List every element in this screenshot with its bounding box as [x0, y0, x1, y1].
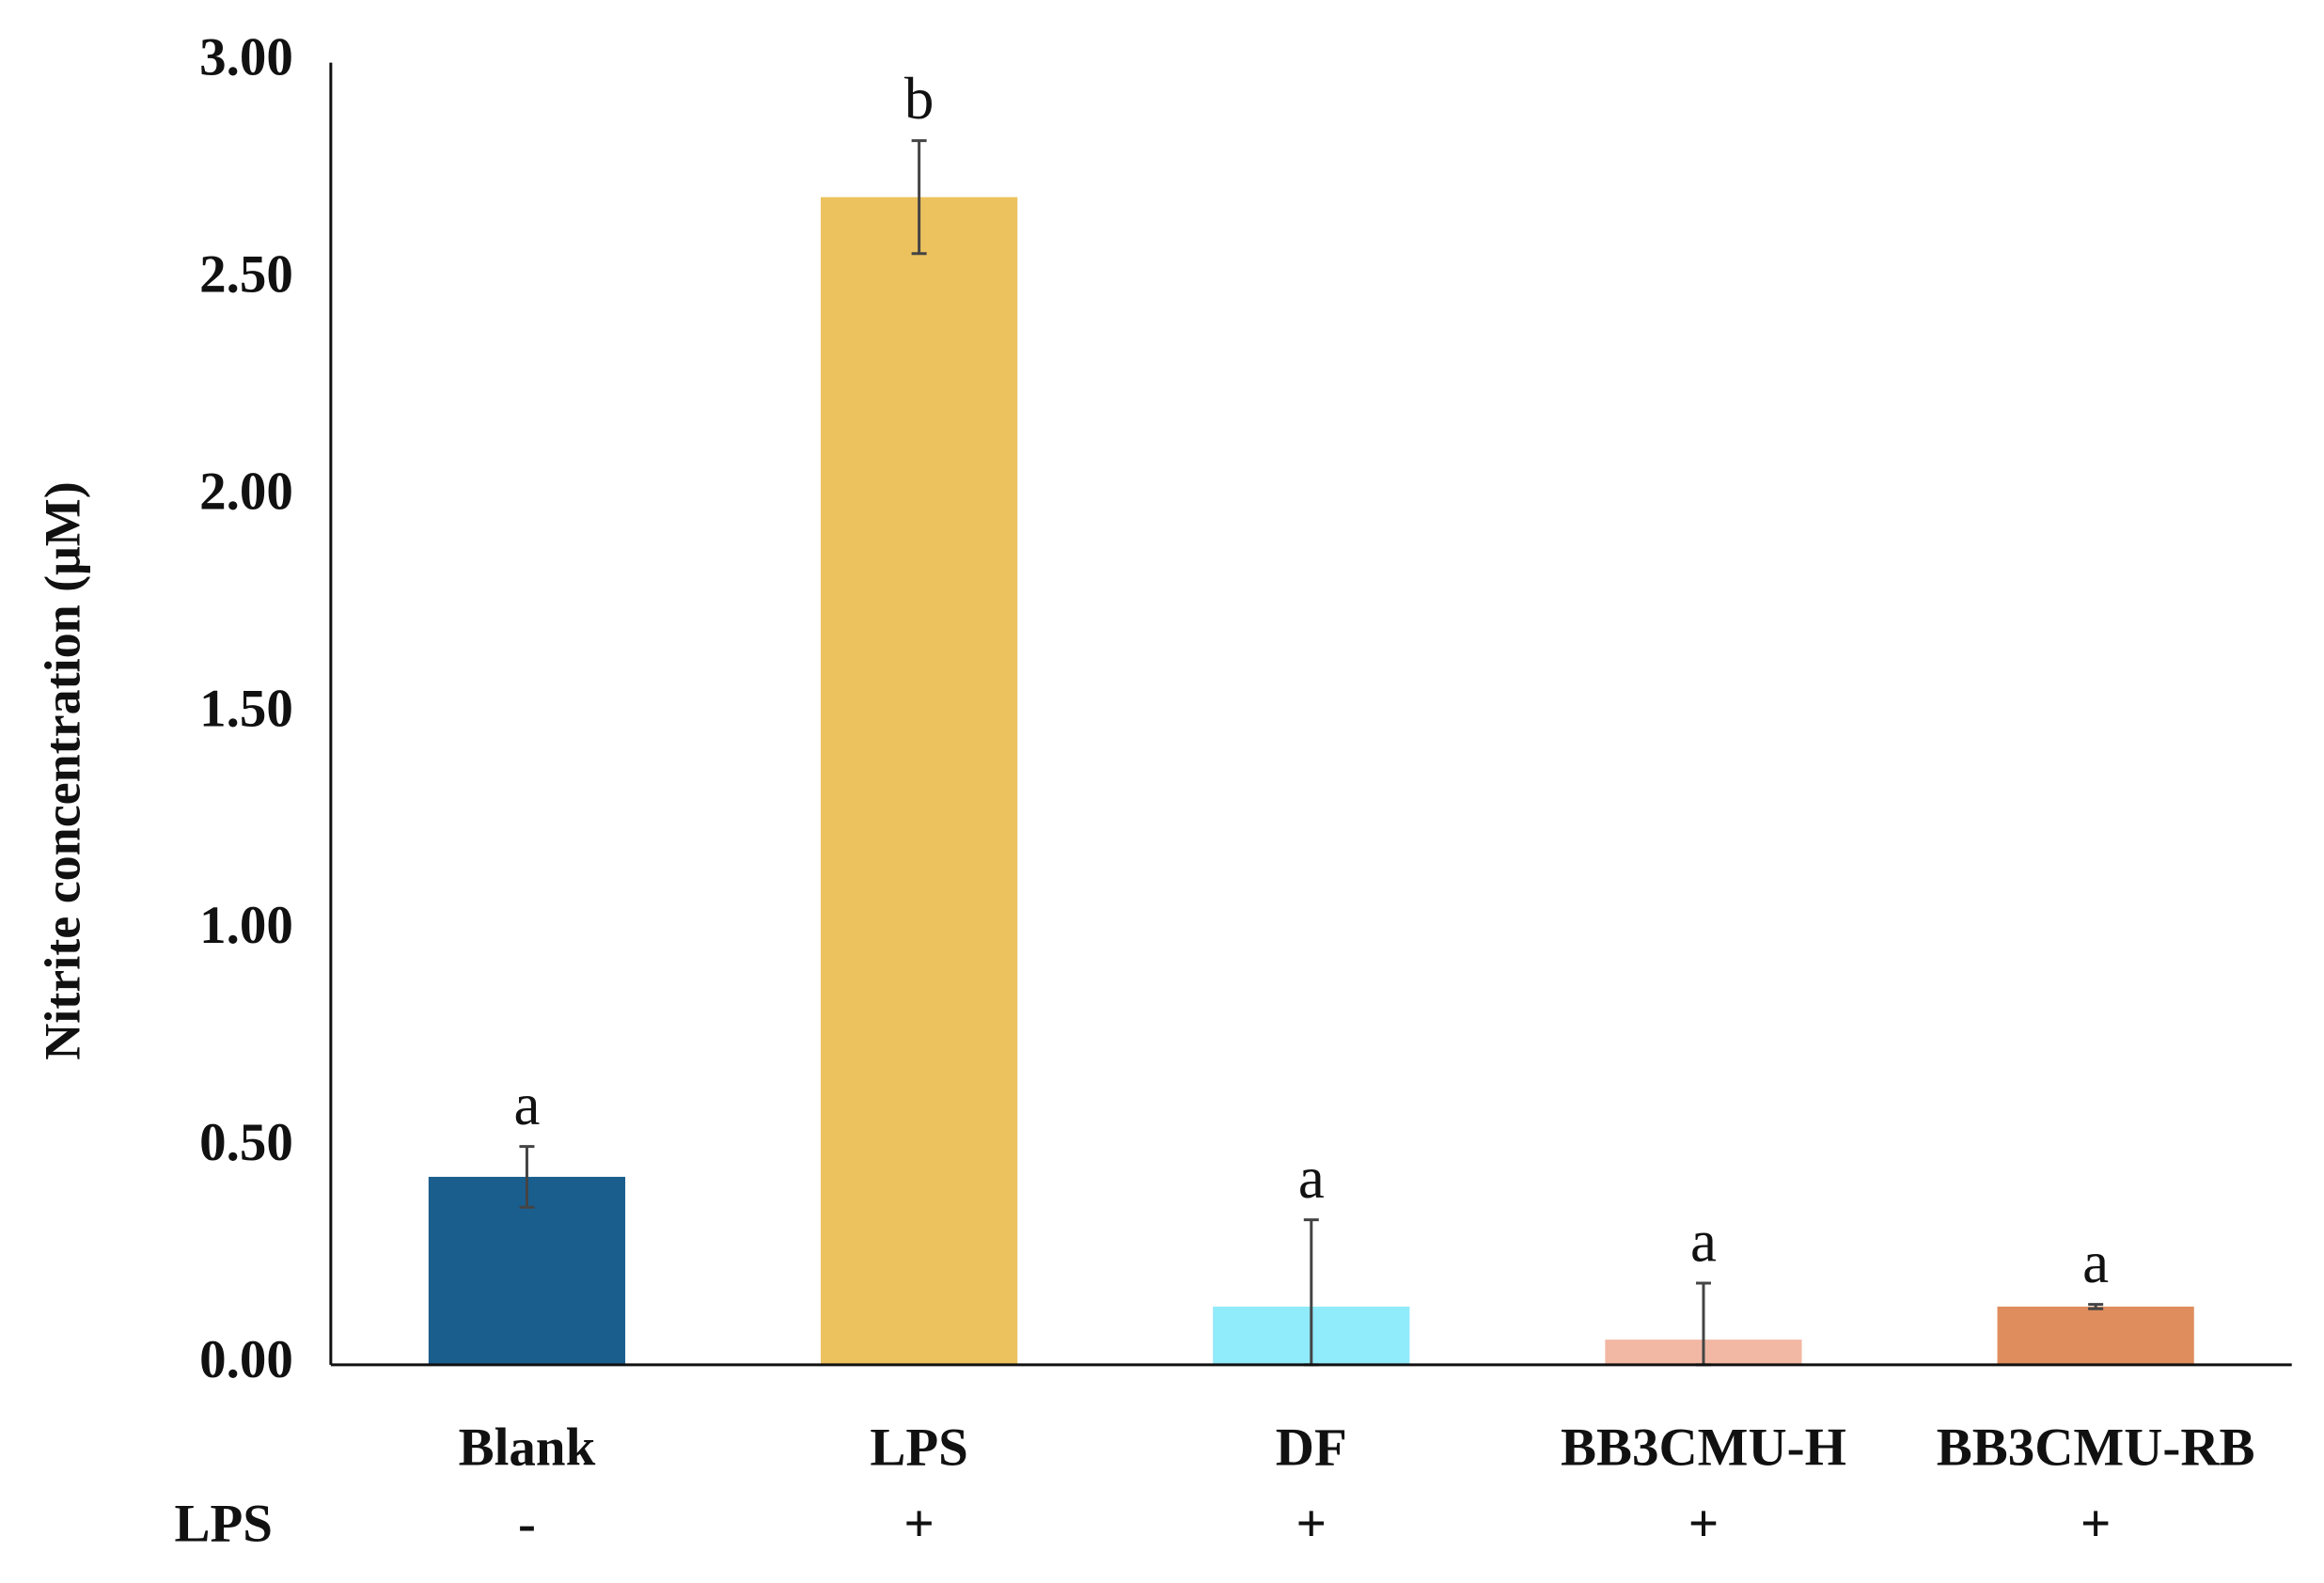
x-tick-label: LPS — [870, 1418, 968, 1477]
x-tick-label: BB3CMU-RB — [1937, 1418, 2255, 1477]
row-label: LPS — [174, 1494, 273, 1553]
x-tick-label: BB3CMU-H — [1561, 1418, 1846, 1477]
y-axis-label: Nitrite concentration (μM) — [34, 481, 90, 1059]
error-bar — [2088, 1303, 2104, 1310]
error-bar — [519, 1145, 535, 1209]
y-tick-label: 0.50 — [199, 1113, 293, 1172]
y-tick-label: 1.00 — [199, 896, 293, 955]
significance-letter: a — [1690, 1209, 1717, 1275]
significance-letter: a — [1298, 1145, 1325, 1211]
y-tick-label: 3.00 — [199, 28, 293, 87]
row-value: + — [1296, 1494, 1327, 1553]
x-tick-label: Blank — [459, 1418, 596, 1477]
bar — [1997, 1306, 2194, 1365]
row-value: + — [903, 1494, 934, 1553]
row-value: + — [2081, 1494, 2111, 1553]
significance-letter: b — [904, 66, 934, 132]
error-bar — [911, 139, 927, 256]
x-tick-label: DF — [1276, 1418, 1347, 1477]
y-tick-label: 2.00 — [199, 462, 293, 521]
significance-letter: a — [2082, 1230, 2109, 1295]
y-tick-label: 1.50 — [199, 679, 293, 738]
significance-letter: a — [513, 1072, 540, 1137]
row-value: - — [518, 1494, 536, 1553]
y-tick-label: 0.00 — [199, 1330, 293, 1389]
bar — [821, 196, 1018, 1365]
row-value: + — [1688, 1494, 1719, 1553]
y-tick-label: 2.50 — [199, 245, 293, 305]
